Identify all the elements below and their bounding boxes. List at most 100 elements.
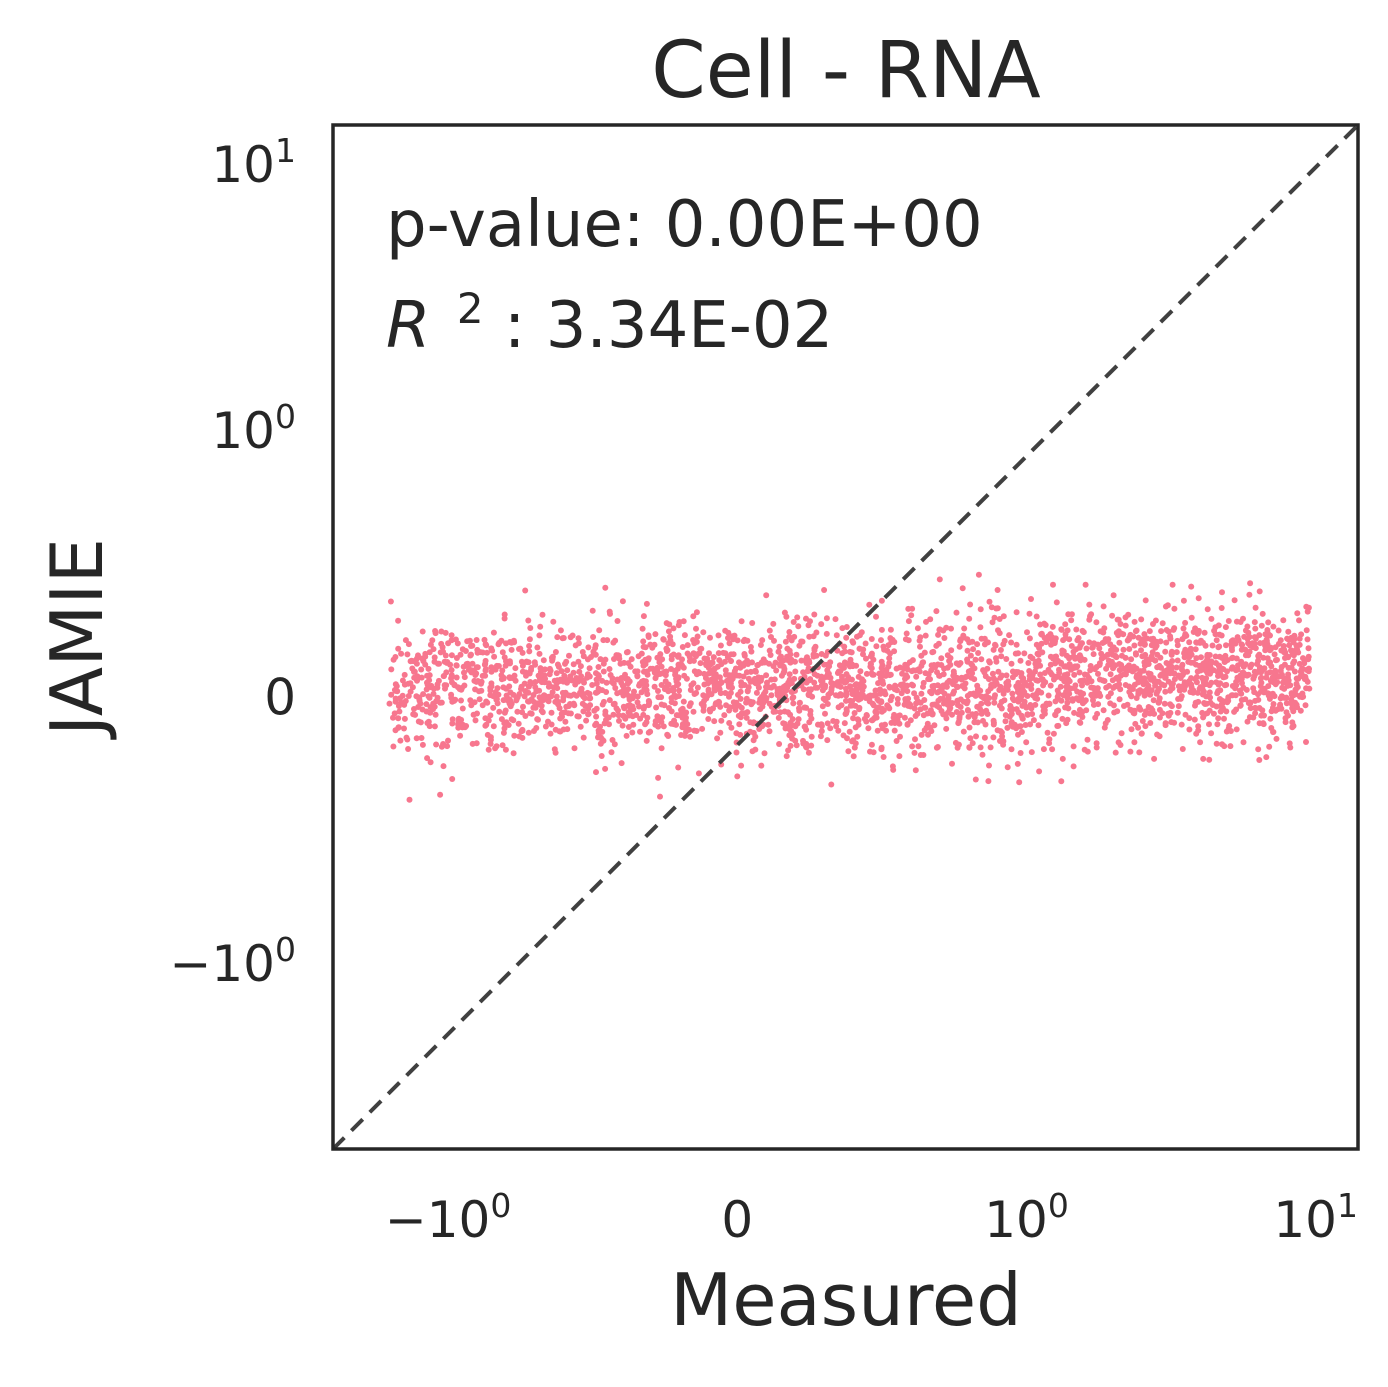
scatter-point: [948, 700, 955, 707]
scatter-point: [602, 708, 609, 715]
scatter-point: [1258, 674, 1265, 681]
scatter-point: [412, 711, 419, 718]
scatter-point: [640, 662, 647, 669]
scatter-point: [645, 701, 652, 708]
scatter-point: [782, 638, 789, 645]
scatter-point: [526, 636, 533, 643]
scatter-point: [857, 695, 864, 702]
scatter-point: [1165, 678, 1172, 685]
scatter-point: [1179, 661, 1186, 668]
scatter-point: [1171, 719, 1178, 726]
scatter-point: [390, 656, 397, 663]
scatter-point: [840, 732, 847, 739]
scatter-point: [621, 659, 628, 666]
scatter-point: [423, 701, 430, 708]
scatter-point: [835, 668, 842, 675]
scatter-point: [499, 742, 506, 749]
scatter-point: [1026, 610, 1033, 617]
scatter-point: [411, 668, 418, 675]
scatter-point: [812, 643, 819, 650]
scatter-point: [1193, 730, 1200, 737]
scatter-point: [940, 711, 947, 718]
scatter-point: [714, 663, 721, 670]
scatter-point: [589, 682, 596, 688]
scatter-point: [1237, 619, 1244, 625]
scatter-point: [1015, 731, 1021, 738]
scatter-point: [1193, 655, 1200, 662]
scatter-point: [954, 744, 961, 751]
scatter-point: [1112, 749, 1119, 756]
scatter-point: [1256, 632, 1263, 639]
scatter-point: [766, 660, 772, 667]
r2-exponent: 2: [457, 284, 484, 333]
scatter-point: [691, 668, 698, 675]
scatter-point: [1291, 636, 1298, 643]
scatter-point: [442, 652, 449, 659]
scatter-point: [1038, 689, 1045, 696]
scatter-point: [771, 676, 778, 683]
scatter-point: [395, 715, 402, 722]
scatter-point: [1036, 768, 1043, 775]
scatter-point: [853, 662, 860, 669]
scatter-point: [901, 714, 908, 721]
scatter-point: [1041, 670, 1048, 676]
scatter-point: [407, 688, 414, 695]
scatter-point: [1224, 668, 1230, 675]
scatter-point: [647, 665, 654, 672]
scatter-point: [700, 707, 707, 714]
scatter-point: [944, 652, 951, 659]
scatter-point: [1037, 671, 1044, 678]
scatter-point: [770, 620, 777, 627]
scatter-point: [641, 668, 647, 675]
scatter-point: [934, 744, 941, 750]
scatter-point: [479, 702, 486, 709]
scatter-point: [1047, 631, 1054, 638]
scatter-point: [590, 651, 597, 658]
scatter-point: [1297, 707, 1304, 714]
scatter-point: [1093, 740, 1100, 747]
scatter-point: [411, 674, 418, 681]
scatter-point: [1100, 603, 1107, 610]
scatter-point: [788, 656, 795, 663]
scatter-point: [1059, 715, 1066, 722]
reference-line: [331, 123, 1360, 1151]
scatter-point: [1093, 744, 1100, 751]
scatter-point: [411, 706, 417, 712]
scatter-point: [1300, 693, 1307, 700]
scatter-point: [777, 662, 784, 669]
scatter-point: [1039, 713, 1046, 720]
scatter-point: [787, 742, 794, 749]
scatter-point: [965, 707, 971, 714]
scatter-point: [998, 672, 1005, 679]
scatter-point: [800, 669, 807, 676]
scatter-point: [575, 713, 582, 720]
scatter-point: [1136, 749, 1143, 756]
scatter-point: [575, 658, 582, 665]
scatter-point: [737, 731, 744, 738]
scatter-point: [936, 576, 943, 583]
scatter-point: [802, 723, 808, 730]
scatter-point: [536, 632, 543, 639]
scatter-point: [1062, 631, 1069, 638]
scatter-point: [634, 693, 641, 700]
scatter-point: [636, 703, 642, 710]
scatter-point: [679, 714, 686, 721]
scatter-point: [1117, 742, 1124, 748]
scatter-point: [440, 763, 447, 770]
scatter-point: [793, 742, 800, 749]
scatter-point: [1032, 660, 1039, 667]
scatter-point: [1126, 662, 1132, 669]
scatter-point: [970, 646, 977, 653]
scatter-point: [1170, 626, 1177, 633]
scatter-point: [990, 646, 997, 653]
scatter-point: [1267, 677, 1274, 684]
scatter-point: [783, 613, 790, 620]
scatter-point: [1214, 721, 1221, 728]
scatter-point: [1169, 581, 1176, 588]
scatter-point: [1181, 633, 1188, 640]
scatter-point: [618, 679, 625, 686]
scatter-point: [806, 677, 813, 684]
scatter-point: [1209, 642, 1216, 649]
scatter-point: [554, 679, 560, 686]
scatter-point: [1168, 651, 1175, 658]
